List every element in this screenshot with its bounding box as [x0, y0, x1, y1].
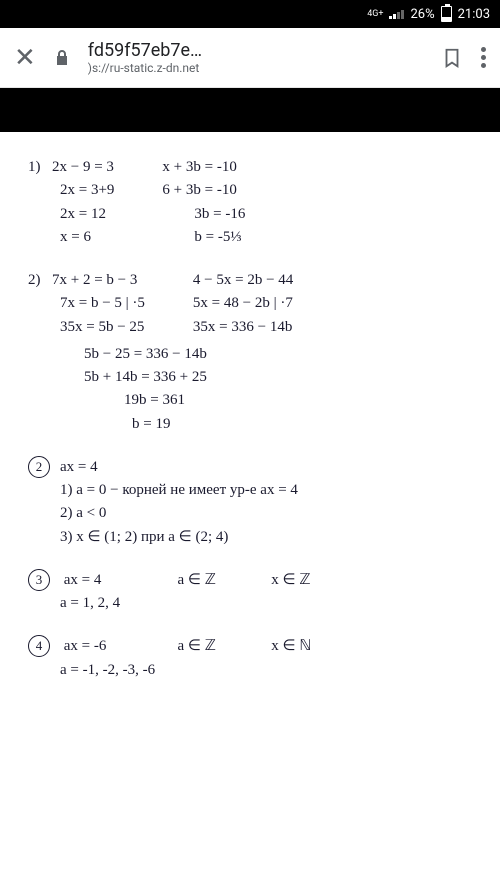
battery-icon [441, 6, 452, 22]
p2-l3: 35x = 5b − 25 [60, 316, 145, 339]
p2-c1: 5b − 25 = 336 − 14b [84, 343, 472, 366]
problem-1-number: 1) [28, 156, 52, 179]
content-area: 1)2x − 9 = 3 2x = 3+9 2x = 12 x = 6 x + … [0, 88, 500, 888]
p4-l2: a = 1, 2, 4 [60, 592, 472, 615]
lock-icon [54, 49, 70, 67]
p5-c: x ∈ ℕ [271, 638, 311, 654]
p5-l2: a = -1, -2, -3, -6 [60, 659, 472, 682]
signal-icon [389, 10, 404, 19]
p1-l3: 2x = 12 [60, 203, 114, 226]
p2-c3: 19b = 361 [124, 389, 472, 412]
problem-4: 3 ax = 4 a ∈ ℤ x ∈ ℤ a = 1, 2, 4 [28, 569, 472, 616]
p3-l3: 2) a < 0 [60, 502, 472, 525]
p2-r2: 5x = 48 − 2b | ·7 [193, 292, 293, 315]
browser-toolbar: ✕ fd59f57eb7e… )s://ru-static.z-dn.net [0, 28, 500, 88]
p2-l2: 7x = b − 5 | ·5 [60, 292, 145, 315]
p2-r1: 4 − 5x = 2b − 44 [193, 269, 293, 292]
p4-a: ax = 4 [64, 569, 174, 592]
p5-b: a ∈ ℤ [178, 635, 268, 658]
problem-1: 1)2x − 9 = 3 2x = 3+9 2x = 12 x = 6 x + … [28, 156, 472, 249]
url-block[interactable]: fd59f57eb7e… )s://ru-static.z-dn.net [88, 40, 423, 75]
problem-5: 4 ax = -6 a ∈ ℤ x ∈ ℕ a = -1, -2, -3, -6 [28, 635, 472, 682]
problem-2: 2)7x + 2 = b − 3 7x = b − 5 | ·5 35x = 5… [28, 269, 472, 436]
p4-b: a ∈ ℤ [178, 569, 268, 592]
p3-l1: ax = 4 [60, 459, 98, 475]
p1-r3: 3b = -16 [194, 203, 245, 226]
p4-c: x ∈ ℤ [271, 572, 310, 588]
math-page[interactable]: 1)2x − 9 = 3 2x = 3+9 2x = 12 x = 6 x + … [0, 132, 500, 888]
p5-a: ax = -6 [64, 635, 174, 658]
p2-l1: 7x + 2 = b − 3 [52, 272, 137, 288]
page-url: )s://ru-static.z-dn.net [88, 61, 423, 75]
clock: 21:03 [458, 7, 490, 22]
p1-l1: 2x − 9 = 3 [52, 159, 114, 175]
page-title: fd59f57eb7e… [88, 40, 423, 61]
close-icon[interactable]: ✕ [14, 43, 36, 73]
p1-r2: 6 + 3b = -10 [162, 179, 245, 202]
p1-l4: x = 6 [60, 226, 114, 249]
p1-r1: x + 3b = -10 [162, 156, 245, 179]
problem-3: 2 ax = 4 1) a = 0 − корней не имеет ур-е … [28, 456, 472, 549]
p3-l4: 3) x ∈ (1; 2) при a ∈ (2; 4) [60, 526, 472, 549]
menu-icon[interactable] [481, 47, 486, 68]
network-indicator: 4G+ [367, 10, 383, 19]
p3-l2: 1) a = 0 − корней не имеет ур-е ax = 4 [60, 479, 472, 502]
problem-2-number: 2) [28, 269, 52, 292]
p2-r3: 35x = 336 − 14b [193, 316, 293, 339]
problem-5-circle: 4 [28, 635, 50, 657]
status-bar: 4G+ 26% 21:03 [0, 0, 500, 28]
battery-percent: 26% [410, 7, 434, 22]
problem-3-circle: 2 [28, 456, 50, 478]
top-black-strip [0, 88, 500, 132]
problem-4-circle: 3 [28, 569, 50, 591]
p1-r4: b = -5⅓ [194, 226, 245, 249]
bookmark-icon[interactable] [441, 47, 463, 69]
p2-c4: b = 19 [132, 413, 472, 436]
p1-l2: 2x = 3+9 [60, 179, 114, 202]
p2-c2: 5b + 14b = 336 + 25 [84, 366, 472, 389]
